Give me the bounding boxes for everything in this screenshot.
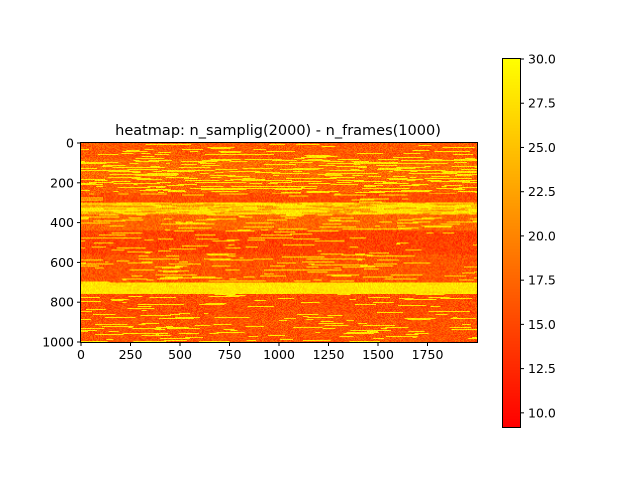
heatmap-cells <box>81 143 477 342</box>
colorbar-tick-label: 27.5 <box>528 96 556 111</box>
y-tick-label: 0 <box>66 136 74 151</box>
y-tick-label: 800 <box>50 295 74 310</box>
x-tick-label: 250 <box>119 347 143 362</box>
y-axis-ticks: 0 200 400 600 800 1000 <box>42 136 81 350</box>
x-tick-label: 0 <box>77 347 85 362</box>
colorbar-tick-label: 17.5 <box>528 273 556 288</box>
colorbar-tick-label: 22.5 <box>528 184 556 199</box>
colorbar-tick-label: 15.0 <box>528 317 556 332</box>
colorbar-tick-label: 20.0 <box>528 228 556 243</box>
x-axis-ticks: 0 250 500 750 1000 1250 1500 1750 <box>77 342 443 362</box>
colorbar-frame <box>502 58 521 428</box>
y-tick-label: 600 <box>50 255 74 270</box>
x-tick-label: 1000 <box>263 347 295 362</box>
chart-title: heatmap: n_samplig(2000) - n_frames(1000… <box>115 123 441 139</box>
colorbar-gradient <box>503 59 520 427</box>
x-tick-label: 1750 <box>412 347 444 362</box>
colorbar-ticks: 10.0 12.5 15.0 17.5 20.0 22.5 25.0 27.5 30.0 <box>520 52 556 420</box>
x-tick-label: 1250 <box>313 347 345 362</box>
colorbar-tick-label: 12.5 <box>528 361 556 376</box>
colorbar-tick-label: 25.0 <box>528 140 556 155</box>
x-tick-label: 750 <box>218 347 242 362</box>
y-tick-label: 1000 <box>42 335 74 350</box>
y-tick-label: 200 <box>50 175 74 190</box>
colorbar-tick-label: 30.0 <box>528 52 556 67</box>
x-tick-label: 500 <box>168 347 192 362</box>
y-tick-label: 400 <box>50 215 74 230</box>
colorbar-tick-label: 10.0 <box>528 405 556 420</box>
x-tick-label: 1500 <box>362 347 394 362</box>
heatmap-plot-frame <box>80 142 478 343</box>
